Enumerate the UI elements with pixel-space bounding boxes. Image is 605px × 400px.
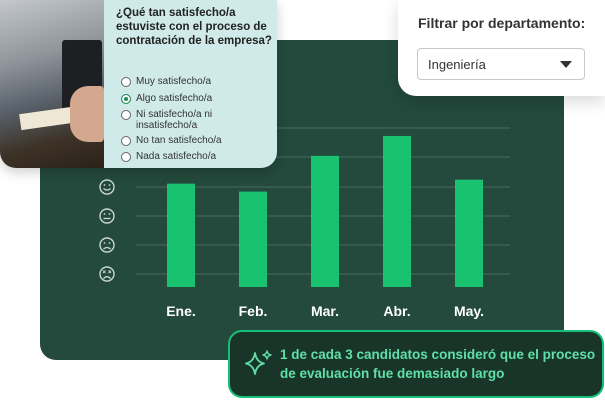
filter-label: Filtrar por departamento: — [418, 15, 586, 31]
survey-question: ¿Qué tan satisfecho/a estuviste con el p… — [116, 7, 272, 47]
insight-callout: 1 de cada 3 candidatos consideró que el … — [228, 330, 604, 398]
smile-face-icon — [99, 179, 115, 195]
survey-panel: ¿Qué tan satisfecho/a estuviste con el p… — [104, 0, 277, 168]
bar-feb — [239, 191, 267, 287]
bar-chart: Ene. Feb. Mar. Abr. May. — [99, 127, 510, 319]
sad-face-icon — [99, 237, 115, 253]
radio-button[interactable] — [121, 110, 131, 120]
callout-text: 1 de cada 3 candidatos consideró que el … — [280, 347, 596, 381]
arm-figure — [70, 86, 104, 142]
neutral-face-icon — [99, 208, 115, 224]
x-tick-label: Abr. — [383, 303, 410, 319]
survey-option[interactable]: Muy satisfecho/a — [121, 76, 266, 87]
survey-option-label: No tan satisfecho/a — [136, 135, 222, 146]
bar-may — [455, 179, 483, 287]
survey-option-label: Muy satisfecho/a — [136, 76, 212, 87]
survey-option-label: Nada satisfecho/a — [136, 151, 217, 162]
x-tick-label: Mar. — [311, 303, 339, 319]
survey-option[interactable]: No tan satisfecho/a — [121, 135, 266, 146]
radio-button[interactable] — [121, 152, 131, 162]
bar-mar — [311, 155, 339, 287]
x-tick-label: May. — [454, 303, 484, 319]
department-select[interactable]: Ingeniería — [417, 48, 585, 80]
radio-button[interactable] — [121, 77, 131, 87]
very-sad-face-icon — [99, 266, 115, 282]
survey-option-label: Ni satisfecho/a ni insatisfecho/a — [136, 109, 213, 131]
radio-button[interactable] — [121, 136, 131, 146]
survey-option[interactable]: Ni satisfecho/a ni insatisfecho/a — [121, 109, 236, 131]
department-select-value: Ingeniería — [428, 57, 486, 72]
survey-option-label: Algo satisfecho/a — [136, 93, 213, 104]
x-tick-label: Feb. — [239, 303, 268, 319]
survey-card: ¿Qué tan satisfecho/a estuviste con el p… — [0, 0, 277, 168]
radio-button-selected[interactable] — [121, 94, 131, 104]
office-photo — [0, 0, 104, 168]
caret-down-icon — [560, 61, 572, 68]
survey-option[interactable]: Nada satisfecho/a — [121, 151, 266, 162]
bar-ene — [167, 183, 195, 287]
department-filter-card: Filtrar por departamento: Ingeniería — [398, 0, 605, 96]
sparkle-icon — [245, 350, 272, 375]
x-tick-label: Ene. — [166, 303, 196, 319]
bar-abr — [383, 135, 411, 287]
survey-option[interactable]: Algo satisfecho/a — [121, 93, 266, 104]
